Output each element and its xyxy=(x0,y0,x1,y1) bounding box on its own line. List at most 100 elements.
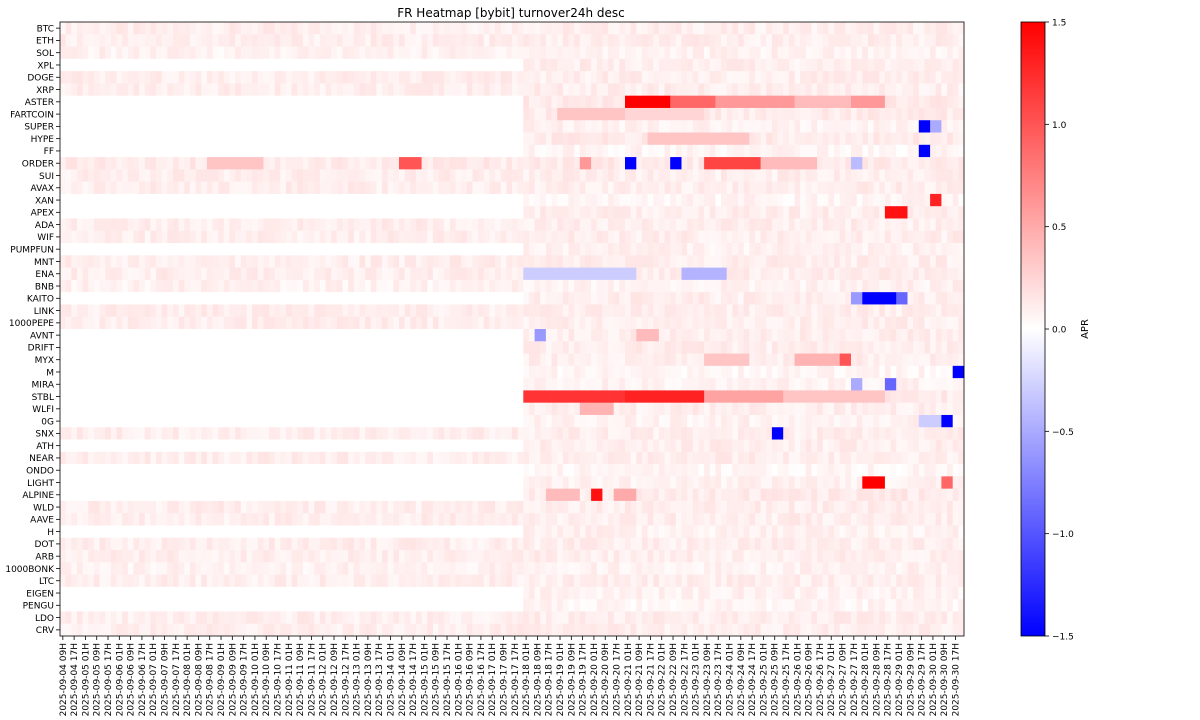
heatmap-cell xyxy=(828,206,835,219)
heatmap-cell xyxy=(805,120,812,133)
heatmap-cell xyxy=(557,83,564,97)
heatmap-cell xyxy=(150,34,157,47)
heatmap-cell xyxy=(783,22,790,35)
heatmap-cell xyxy=(551,71,558,84)
heatmap-cell xyxy=(704,22,711,35)
heatmap-cell xyxy=(867,132,874,146)
heatmap-cell xyxy=(732,157,739,170)
heatmap-cell xyxy=(500,292,507,305)
heatmap-cell xyxy=(805,378,812,391)
heatmap-cell xyxy=(432,71,439,84)
heatmap-cell xyxy=(602,107,609,121)
heatmap-cell xyxy=(658,120,665,133)
heatmap-cell xyxy=(246,22,253,35)
heatmap-cell xyxy=(630,279,637,293)
heatmap-cell xyxy=(257,169,264,183)
heatmap-cell xyxy=(178,58,185,72)
heatmap-cell xyxy=(947,46,954,60)
heatmap-cell xyxy=(687,181,694,195)
heatmap-cell xyxy=(246,292,253,305)
heatmap-cell xyxy=(506,243,513,256)
heatmap-cell xyxy=(602,58,609,72)
heatmap-cell xyxy=(619,218,626,232)
heatmap-cell xyxy=(783,218,790,232)
heatmap-cell xyxy=(681,83,688,97)
heatmap-cell xyxy=(822,316,829,330)
heatmap-cell xyxy=(630,95,637,109)
heatmap-cell xyxy=(800,378,807,391)
heatmap-cell xyxy=(116,365,123,379)
heatmap-cell xyxy=(76,132,83,146)
heatmap-cell xyxy=(161,71,168,84)
heatmap-cell xyxy=(664,365,671,379)
heatmap-cell xyxy=(150,402,157,416)
heatmap-cell xyxy=(342,279,349,293)
heatmap-cell xyxy=(726,144,733,158)
heatmap-cell xyxy=(867,46,874,60)
heatmap-cell xyxy=(534,157,541,170)
heatmap-cell xyxy=(365,71,372,84)
heatmap-cell xyxy=(399,71,406,84)
heatmap-cell xyxy=(743,34,750,47)
heatmap-cell xyxy=(359,157,366,170)
heatmap-cell xyxy=(653,243,660,256)
heatmap-cell xyxy=(461,218,468,232)
heatmap-cell xyxy=(721,329,728,342)
heatmap-cell xyxy=(884,341,891,354)
heatmap-cell xyxy=(269,83,276,97)
heatmap-cell xyxy=(308,206,315,219)
heatmap-cell xyxy=(771,181,778,195)
heatmap-cell xyxy=(585,267,592,281)
heatmap-cell xyxy=(421,107,428,121)
heatmap-cell xyxy=(410,95,417,109)
heatmap-cell xyxy=(387,206,394,219)
heatmap-cell xyxy=(907,390,914,404)
heatmap-cell xyxy=(551,46,558,60)
heatmap-cell xyxy=(342,107,349,121)
heatmap-cell xyxy=(805,83,812,97)
heatmap-cell xyxy=(161,144,168,158)
heatmap-cell xyxy=(738,378,745,391)
heatmap-cell xyxy=(562,132,569,146)
heatmap-cell xyxy=(726,304,733,318)
heatmap-cell xyxy=(173,120,180,133)
heatmap-cell xyxy=(947,157,954,170)
heatmap-cell xyxy=(212,22,219,35)
heatmap-cell xyxy=(348,378,355,391)
heatmap-cell xyxy=(76,120,83,133)
heatmap-cell xyxy=(839,390,846,404)
heatmap-cell xyxy=(896,316,903,330)
heatmap-cell xyxy=(641,193,648,207)
heatmap-cell xyxy=(173,341,180,354)
heatmap-cell xyxy=(105,83,112,97)
heatmap-cell xyxy=(280,169,287,183)
heatmap-cell xyxy=(619,181,626,195)
heatmap-cell xyxy=(523,58,530,72)
heatmap-cell xyxy=(545,304,552,318)
heatmap-cell xyxy=(139,34,146,47)
heatmap-cell xyxy=(777,365,784,379)
heatmap-cell xyxy=(314,378,321,391)
heatmap-cell xyxy=(783,341,790,354)
heatmap-cell xyxy=(280,34,287,47)
heatmap-cell xyxy=(156,193,163,207)
heatmap-cell xyxy=(613,292,620,305)
heatmap-cell xyxy=(828,218,835,232)
heatmap-cell xyxy=(478,34,485,47)
heatmap-cell xyxy=(726,292,733,305)
heatmap-cell xyxy=(528,46,535,60)
heatmap-cell xyxy=(229,341,236,354)
heatmap-cell xyxy=(314,132,321,146)
heatmap-cell xyxy=(353,353,360,367)
heatmap-cell xyxy=(483,390,490,404)
heatmap-cell xyxy=(800,267,807,281)
heatmap-cell xyxy=(195,267,202,281)
heatmap-cell xyxy=(760,46,767,60)
heatmap-cell xyxy=(286,169,293,183)
heatmap-cell xyxy=(817,22,824,35)
heatmap-cell xyxy=(387,83,394,97)
heatmap-cell xyxy=(325,132,332,146)
heatmap-cell xyxy=(404,378,411,391)
heatmap-cell xyxy=(466,206,473,219)
heatmap-cell xyxy=(195,218,202,232)
